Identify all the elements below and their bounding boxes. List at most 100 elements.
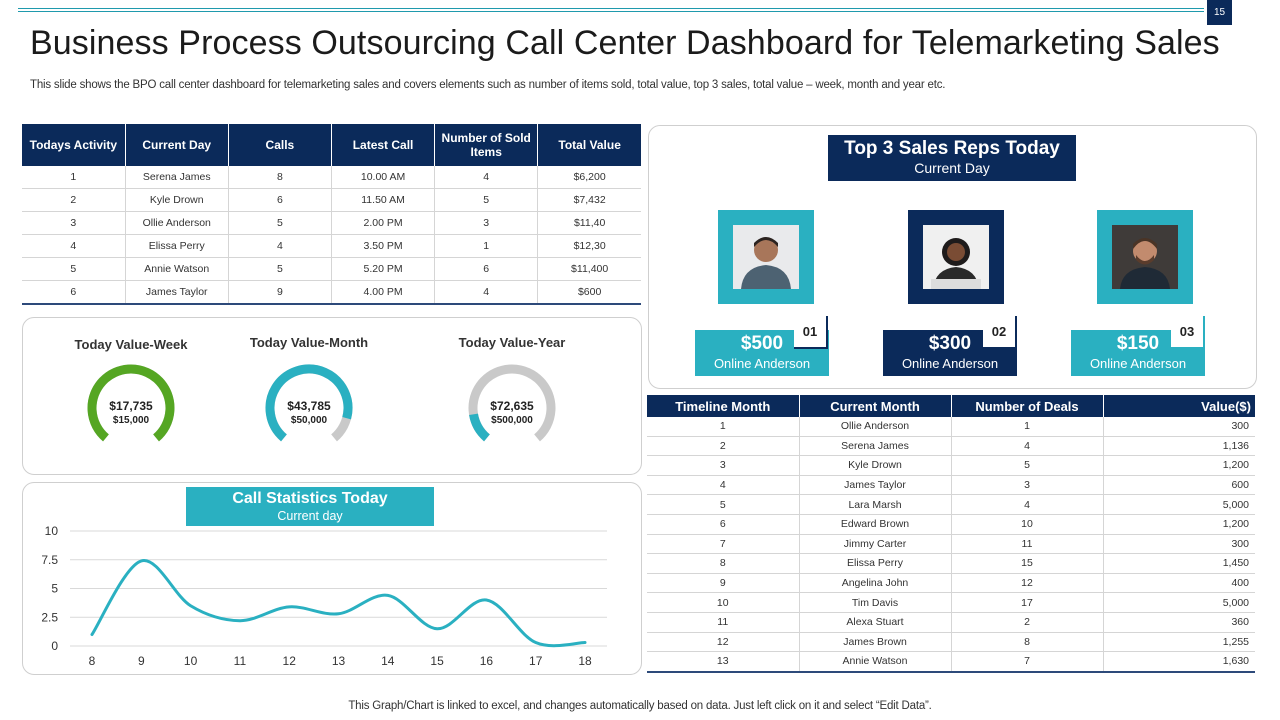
table-cell: 1,630: [1103, 651, 1255, 673]
table-cell: $600: [537, 280, 641, 305]
data-point: [189, 604, 192, 607]
gauge-fill: [469, 413, 491, 442]
table-cell: 5,000: [1103, 592, 1255, 613]
reps-header: Top 3 Sales Reps Today Current Day: [828, 135, 1076, 181]
x-tick-label: 8: [89, 654, 96, 668]
table-cell: 6: [22, 280, 126, 305]
call-stats-chart: 0 2.5 5 7.5 10 8 9 10 11 12 13 14 15 16 17 18: [41, 524, 607, 668]
table-cell: $7,432: [537, 188, 641, 212]
rep-amount-value: $300: [928, 333, 972, 354]
gauge-title-month: Today Value-Month: [249, 335, 369, 350]
data-point: [288, 605, 291, 609]
table-cell: Serena James: [799, 436, 952, 457]
table-cell: 11: [647, 612, 800, 633]
table-cell: 6: [434, 257, 539, 281]
table-cell: 360: [1103, 612, 1255, 633]
table-cell: 2.00 PM: [331, 211, 436, 235]
reps-title: Top 3 Sales Reps Today: [844, 138, 1060, 159]
gauge-target: $50,000: [291, 415, 328, 426]
deals-table-row: 11 Alexa Stuart 2 360: [647, 612, 1255, 633]
activity-header-cell: Todays Activity: [22, 124, 126, 166]
activity-table: Todays Activity Current Day Calls Latest…: [22, 124, 641, 305]
table-cell: 1: [647, 417, 800, 437]
gauge-target: $15,000: [113, 415, 150, 426]
deals-table-row: 13 Annie Watson 7 1,630: [647, 651, 1255, 673]
series-line: [90, 559, 587, 648]
table-cell: 5: [647, 494, 800, 515]
reps-subtitle: Current Day: [914, 160, 990, 176]
table-cell: 11.50 AM: [331, 188, 436, 212]
table-cell: Lara Marsh: [799, 494, 952, 515]
table-cell: Kyle Drown: [799, 455, 952, 476]
deals-table-row: 3 Kyle Drown 5 1,200: [647, 455, 1255, 476]
gauge-target: $500,000: [491, 415, 533, 426]
y-tick-label: 2.5: [41, 610, 58, 624]
table-cell: 9: [647, 573, 800, 594]
table-cell: Kyle Drown: [125, 188, 229, 212]
gauge-value: $72,635: [490, 399, 534, 413]
table-cell: 10: [647, 592, 800, 613]
table-cell: 15: [951, 553, 1104, 574]
header-rule: [18, 8, 1204, 9]
table-cell: 5: [951, 455, 1104, 476]
table-cell: $6,200: [537, 166, 641, 189]
gauge-fill: [87, 364, 175, 442]
deals-table-row: 5 Lara Marsh 4 5,000: [647, 494, 1255, 515]
activity-header-cell: Latest Call: [331, 124, 436, 166]
data-point: [140, 559, 143, 563]
activity-header-cell: Total Value: [537, 124, 641, 166]
data-point: [435, 627, 439, 630]
activity-table-row: 3 Ollie Anderson 5 2.00 PM 3 $11,40: [22, 211, 641, 235]
table-cell: Annie Watson: [799, 651, 952, 673]
page-title: Business Process Outsourcing Call Center…: [30, 24, 1220, 62]
deals-table-row: 7 Jimmy Carter 11 300: [647, 534, 1255, 555]
x-tick-label: 17: [529, 654, 543, 668]
table-cell: 3: [434, 211, 539, 235]
rep-name: Online Anderson: [1089, 356, 1187, 371]
activity-table-row: 2 Kyle Drown 6 11.50 AM 5 $7,432: [22, 188, 641, 212]
table-cell: 6: [228, 188, 332, 212]
table-cell: 1: [434, 234, 539, 258]
x-tick-label: 18: [578, 654, 592, 668]
table-cell: 12: [951, 573, 1104, 594]
table-cell: 8: [951, 632, 1104, 653]
call-stats-header: Call Statistics Today Current day: [186, 487, 434, 526]
table-cell: 300: [1103, 534, 1255, 555]
rep-photo-3: [1097, 210, 1193, 304]
table-cell: $11,40: [537, 211, 641, 235]
gauge-value: $17,735: [109, 399, 153, 413]
table-cell: Jimmy Carter: [799, 534, 952, 555]
y-tick-label: 7.5: [41, 553, 58, 567]
table-cell: Serena James: [125, 166, 229, 189]
table-cell: 1,200: [1103, 455, 1255, 476]
data-point: [90, 633, 94, 636]
table-cell: 4: [228, 234, 332, 258]
table-cell: $12,30: [537, 234, 641, 258]
data-point: [485, 598, 488, 602]
table-cell: 13: [647, 651, 800, 673]
table-cell: 5: [434, 188, 539, 212]
table-cell: James Brown: [799, 632, 952, 653]
table-cell: 5: [228, 257, 332, 281]
page-number: 15: [1207, 0, 1232, 25]
table-cell: 10: [951, 514, 1104, 535]
gauges-panel: [22, 317, 642, 475]
table-cell: 300: [1103, 417, 1255, 437]
call-stats-title: Call Statistics Today: [232, 490, 388, 507]
table-cell: 7: [647, 534, 800, 555]
activity-header-cell: Calls: [228, 124, 332, 166]
deals-header-cell: Value($): [1103, 395, 1255, 417]
page-subtitle: This slide shows the BPO call center das…: [30, 79, 946, 91]
call-stats-subtitle: Current day: [277, 509, 343, 523]
footer-note: This Graph/Chart is linked to excel, and…: [348, 700, 932, 712]
table-cell: 12: [647, 632, 800, 653]
person-icon: [733, 225, 799, 289]
activity-header-cell: Number of Sold Items: [434, 124, 539, 166]
gauge-month: $43,785 $50,000: [265, 364, 353, 442]
table-cell: 5: [22, 257, 126, 281]
table-cell: 1,136: [1103, 436, 1255, 457]
deals-table-row: 6 Edward Brown 10 1,200: [647, 514, 1255, 535]
deals-table-row: 9 Angelina John 12 400: [647, 573, 1255, 594]
rep-photo-2: [908, 210, 1004, 304]
deals-table-row: 10 Tim Davis 17 5,000: [647, 592, 1255, 613]
